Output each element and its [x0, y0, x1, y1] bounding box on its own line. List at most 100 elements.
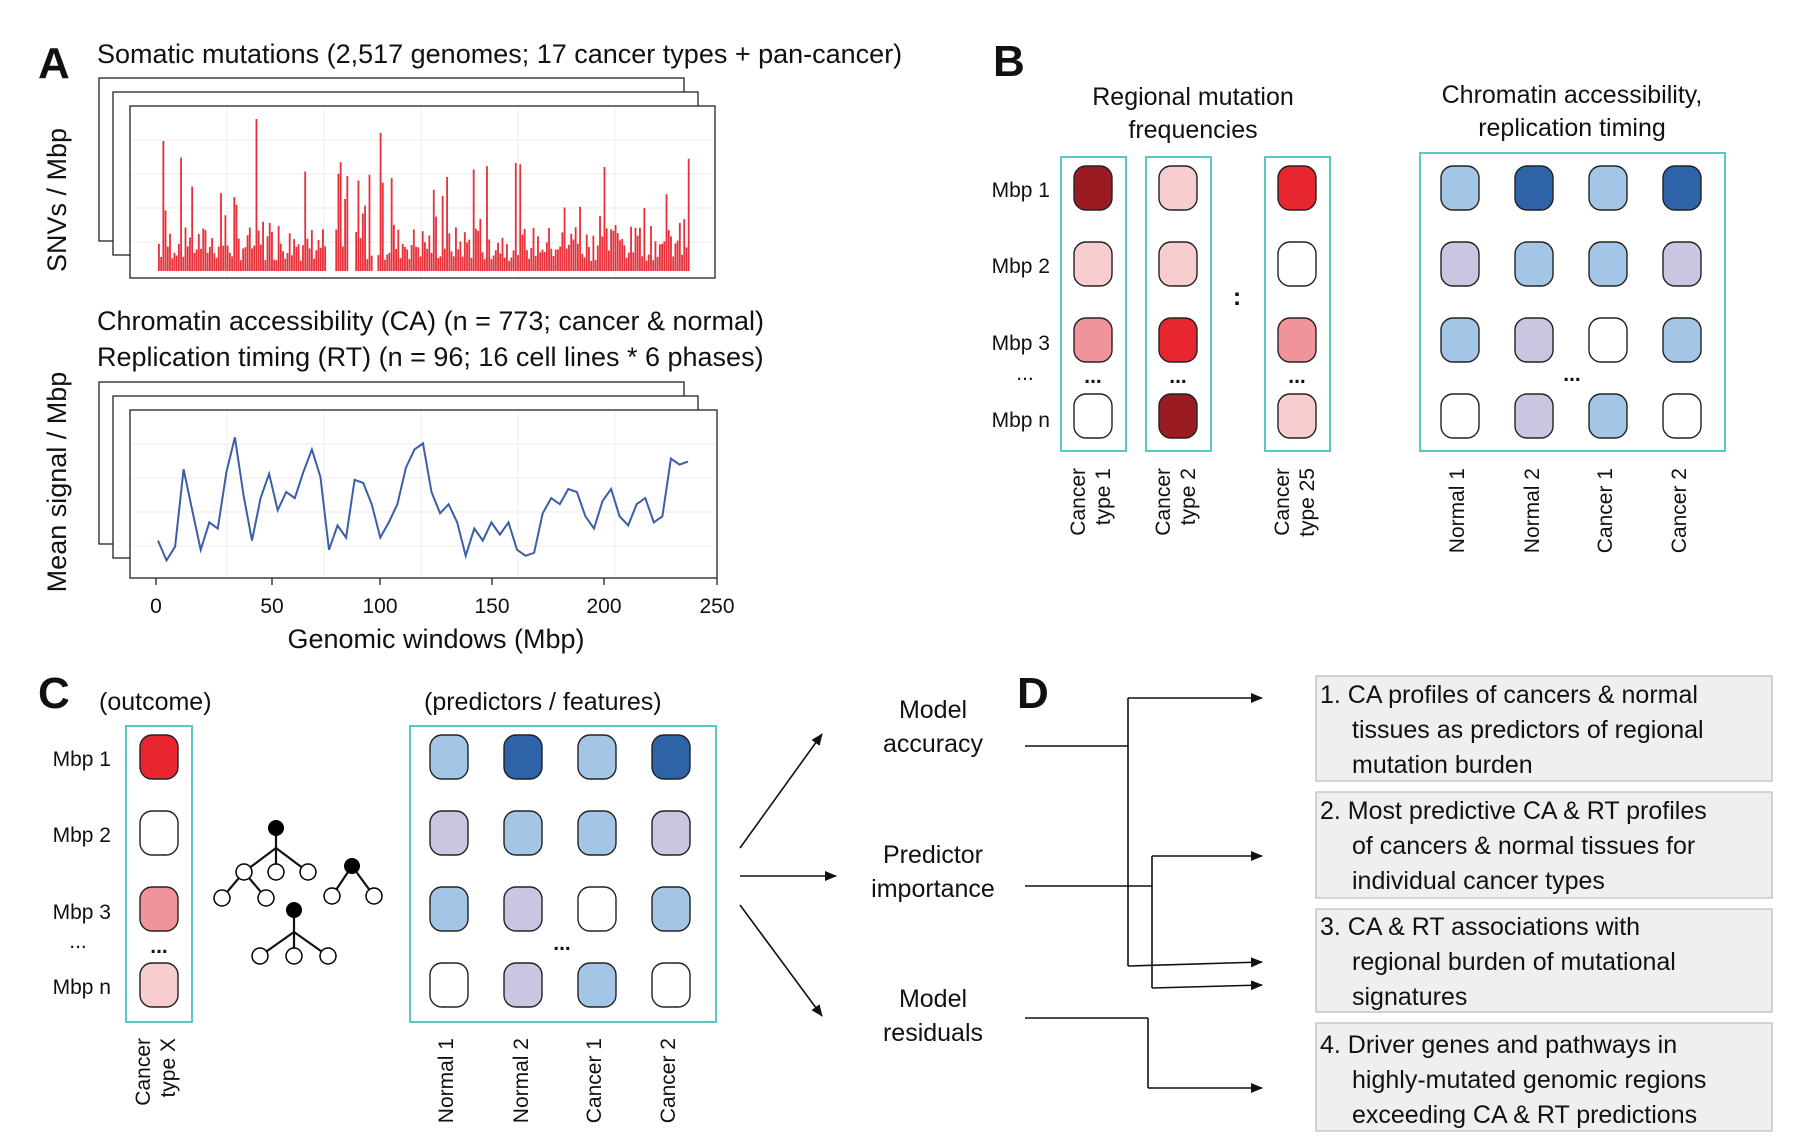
snv-bar	[335, 229, 338, 271]
heatmap-cell	[503, 734, 543, 780]
snv-bar	[344, 198, 347, 271]
signal-line	[157, 437, 689, 563]
snv-bar	[612, 230, 615, 271]
outcome-4-line-3: exceeding CA & RT predictions	[1352, 1101, 1697, 1129]
snv-bar	[481, 252, 484, 271]
output-accuracy-line-1: Model	[899, 696, 967, 724]
snv-bar	[479, 218, 482, 271]
snv-bar	[304, 171, 307, 271]
panel-b-col-label: Cancer	[1152, 468, 1175, 536]
heatmap-cell	[429, 962, 469, 1008]
snv-bar	[162, 141, 165, 271]
snv-bar	[563, 207, 566, 271]
heatmap-cell	[1277, 317, 1317, 363]
snv-bar	[284, 258, 287, 271]
panel-c-col-label: Normal 1	[435, 1038, 458, 1123]
snv-bar	[242, 248, 245, 271]
panel-b-left-title-2: frequencies	[1128, 116, 1257, 144]
snv-bar	[670, 236, 672, 271]
snv-bar	[180, 157, 182, 271]
snv-bar	[253, 245, 256, 271]
snv-bar	[191, 186, 194, 271]
snv-bar	[228, 252, 231, 271]
heatmap-cell	[1662, 165, 1702, 211]
snv-bar	[441, 195, 444, 271]
outcome-1-line-1: 1. CA profiles of cancers & normal	[1320, 681, 1698, 709]
heatmap-cell	[1158, 317, 1198, 363]
snv-bar	[470, 257, 473, 271]
snv-bar	[559, 246, 562, 271]
panel-b-ellipsis: ...	[1084, 365, 1102, 388]
snv-bar	[222, 245, 225, 271]
snv-bar	[357, 180, 360, 271]
heatmap-cell	[651, 962, 691, 1008]
panel-b-col-label: type 1	[1092, 468, 1115, 525]
snv-bar	[195, 249, 198, 271]
outcome-1-line-2: tissues as predictors of regional	[1352, 716, 1704, 744]
panel-b-row-label: Mbp n	[992, 409, 1050, 432]
x-axis: 0 50 100 150 200 250 Genomic windows (Mb…	[150, 578, 735, 654]
snv-bar	[306, 238, 309, 271]
snv-bar	[656, 256, 659, 271]
snv-bar	[388, 252, 391, 271]
snv-bar	[488, 239, 491, 271]
snv-bar	[175, 255, 178, 271]
snv-bar	[497, 242, 499, 271]
snv-bar	[224, 215, 227, 271]
panel-b-col-label: Cancer	[1067, 468, 1090, 536]
panel-b-right-title-1: Chromatin accessibility,	[1442, 81, 1703, 109]
snv-bar	[687, 158, 690, 271]
outcome-4-line-1: 4. Driver genes and pathways in	[1320, 1031, 1677, 1059]
snv-bar	[295, 246, 298, 271]
snv-bar	[182, 256, 185, 271]
panel-b-cancer-type-25-box	[1264, 156, 1331, 452]
snv-bar	[483, 259, 486, 271]
x-tick-label: 0	[150, 595, 162, 618]
panel-c-heatmap-cells	[139, 734, 691, 1008]
snv-bar	[650, 226, 652, 271]
snv-bar	[663, 241, 666, 271]
snv-bar	[681, 254, 683, 271]
snv-bar	[424, 242, 426, 271]
snv-bar	[251, 248, 253, 271]
heatmap-cell	[1514, 317, 1554, 363]
heatmap-cell	[139, 886, 179, 932]
panel-b-col-label: Cancer 1	[1594, 468, 1617, 553]
snv-bar	[603, 167, 606, 271]
outcome-3-line-3: signatures	[1352, 983, 1467, 1011]
snv-bar	[492, 255, 495, 271]
snv-bar	[561, 232, 564, 271]
snv-bar	[678, 222, 681, 271]
snv-bar	[510, 257, 513, 271]
panel-a-bottom-title-1: Chromatin accessibility (CA) (n = 773; c…	[97, 306, 764, 336]
snv-bar	[532, 227, 535, 271]
panel-c-predictors-ellipsis: ...	[553, 932, 571, 955]
heatmap-cell	[503, 886, 543, 932]
panel-d-connectors	[1025, 693, 1263, 1093]
snv-bar	[437, 257, 440, 271]
snv-bar	[490, 259, 493, 271]
snv-bar	[160, 256, 163, 271]
panel-c-outcome-title: (outcome)	[99, 688, 212, 716]
panel-b-row-label: Mbp 1	[992, 179, 1050, 202]
heatmap-cell	[1514, 393, 1554, 439]
outcome-3-line-1: 3. CA & RT associations with	[1320, 913, 1640, 941]
x-tick-label: 150	[474, 595, 509, 618]
snv-bar	[384, 259, 386, 271]
snv-bar	[548, 227, 550, 271]
snv-bar	[399, 258, 402, 271]
snv-bar	[550, 248, 553, 271]
output-importance-line-1: Predictor	[883, 841, 983, 869]
heatmap-cell	[651, 886, 691, 932]
snv-bar	[288, 233, 291, 271]
snv-bar	[443, 248, 446, 271]
heatmap-cell	[1588, 165, 1628, 211]
snv-bar	[226, 245, 229, 271]
panel-b-ellipsis: ...	[1288, 365, 1306, 388]
snv-bar	[435, 216, 437, 271]
snv-bar	[528, 258, 530, 271]
heatmap-cell	[1073, 165, 1113, 211]
snv-bar	[494, 250, 497, 271]
x-tick-label: 200	[586, 595, 621, 618]
panel-c-outcome-ellipsis: ...	[150, 935, 168, 958]
